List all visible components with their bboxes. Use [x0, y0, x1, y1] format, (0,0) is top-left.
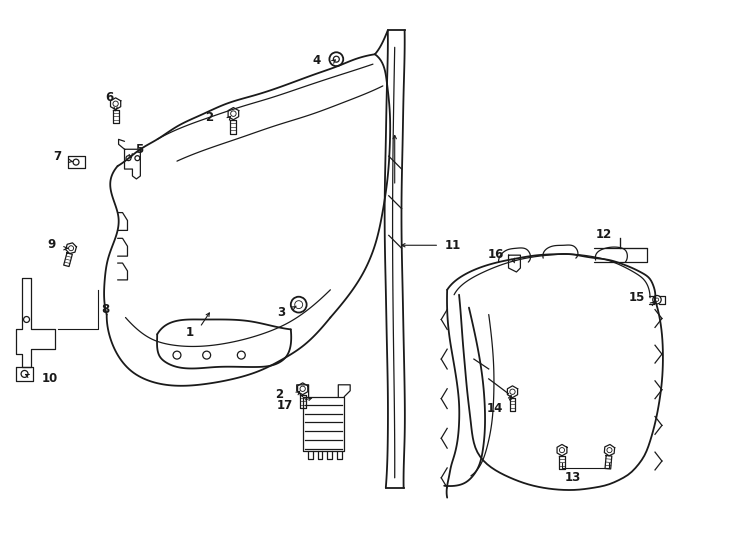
Text: 12: 12 — [595, 228, 612, 241]
Text: 1: 1 — [186, 326, 194, 339]
Text: 9: 9 — [47, 238, 55, 251]
Text: 10: 10 — [41, 373, 58, 386]
Text: 17: 17 — [277, 399, 293, 412]
Text: 3: 3 — [277, 306, 285, 319]
Text: 6: 6 — [106, 91, 114, 104]
Text: 4: 4 — [312, 53, 321, 66]
Text: 15: 15 — [629, 291, 645, 304]
Text: 13: 13 — [564, 471, 581, 484]
Text: 2: 2 — [275, 388, 283, 401]
Text: 14: 14 — [486, 402, 503, 415]
Text: 8: 8 — [101, 303, 109, 316]
Text: 16: 16 — [487, 248, 504, 261]
Text: 11: 11 — [444, 239, 460, 252]
Text: 5: 5 — [135, 143, 144, 156]
Text: 7: 7 — [53, 150, 61, 163]
Text: 2: 2 — [206, 111, 214, 124]
